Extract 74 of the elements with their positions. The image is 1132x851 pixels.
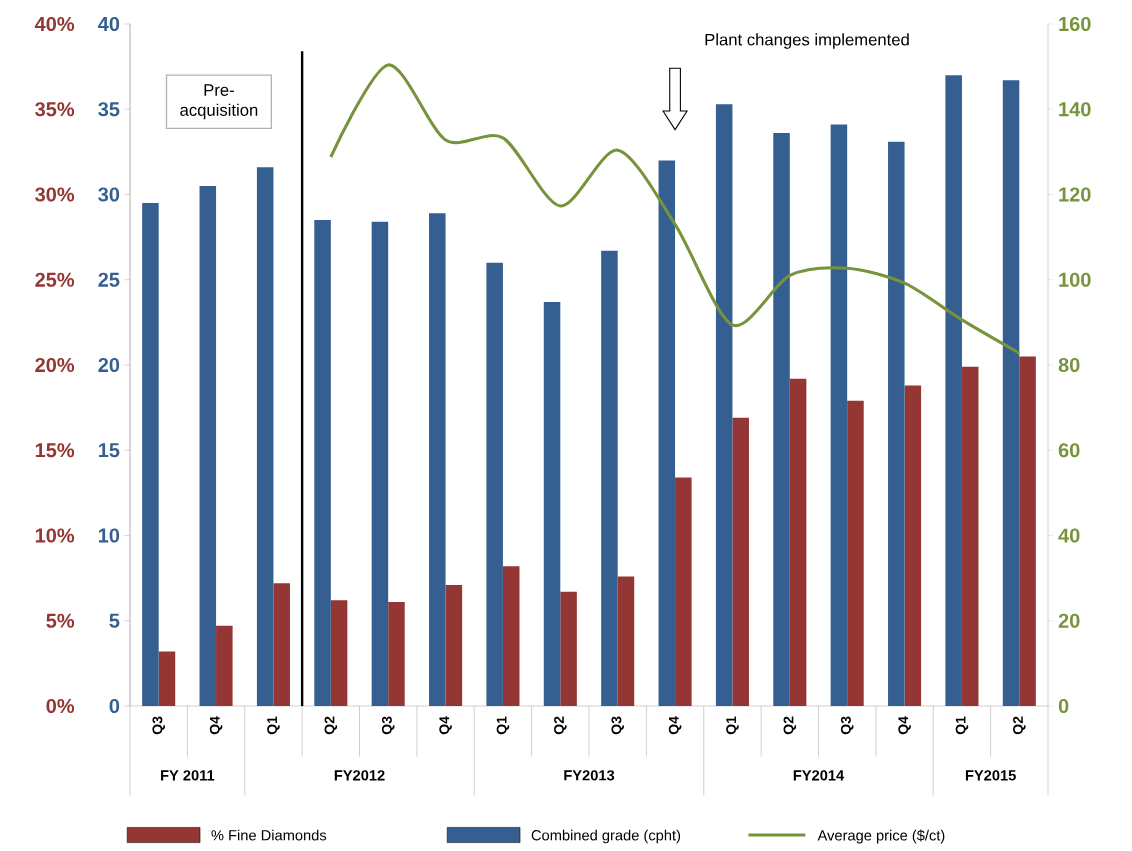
y-tick-label: 40% bbox=[34, 16, 75, 32]
y3-tick-label: 120 bbox=[1059, 187, 1091, 202]
x-tick-label: Q4 bbox=[439, 716, 452, 735]
text: FY2012 bbox=[334, 770, 385, 781]
x-tick-label: Q1 bbox=[267, 716, 280, 735]
x-tick-label: Q3 bbox=[381, 716, 395, 735]
bar bbox=[216, 625, 233, 706]
y-tick-label: 5% bbox=[46, 613, 75, 628]
annotation: Pre-acquisition bbox=[180, 84, 258, 120]
line-series bbox=[329, 63, 1021, 355]
y2-tick-label: 20 bbox=[98, 357, 120, 373]
x-tick-label: Q2 bbox=[554, 716, 567, 735]
bar bbox=[388, 601, 405, 706]
y2-tick-label: 0 bbox=[109, 698, 120, 714]
y2-tick-label: 25 bbox=[98, 272, 120, 287]
x-tick-label: Q4 bbox=[209, 716, 223, 735]
y-tick-label: 20% bbox=[35, 357, 75, 373]
annotation: Plant changes implemented bbox=[705, 33, 909, 49]
y3-tick-label: 20 bbox=[1058, 613, 1080, 628]
bar bbox=[371, 221, 389, 706]
x-tick-label: Q1 bbox=[955, 716, 969, 735]
x-tick-label: Q2 bbox=[324, 716, 338, 735]
bar bbox=[314, 220, 331, 706]
y2-tick-label: 5 bbox=[109, 613, 120, 628]
bar bbox=[142, 203, 159, 706]
x-tick-label: Q4 bbox=[898, 716, 911, 735]
y3-tick-label: 100 bbox=[1059, 272, 1091, 287]
y2-tick-label: 15 bbox=[98, 443, 120, 458]
text: FY 2011 bbox=[161, 770, 215, 781]
legend-label: % Fine Diamonds bbox=[211, 829, 327, 841]
bar bbox=[199, 185, 217, 706]
y2-tick-label: 10 bbox=[98, 528, 120, 543]
y3-tick-label: 80 bbox=[1058, 357, 1080, 373]
text: FY2013 bbox=[564, 770, 615, 781]
bar bbox=[543, 301, 561, 706]
y3-tick-label: 160 bbox=[1059, 16, 1091, 32]
legend-label: Average price ($/ct) bbox=[817, 829, 945, 844]
y2-tick-label: 35 bbox=[98, 102, 120, 117]
bar bbox=[617, 576, 635, 706]
y-tick-label: 30% bbox=[35, 187, 75, 202]
x-tick-label: Q3 bbox=[152, 716, 165, 735]
bar bbox=[560, 591, 577, 706]
bar bbox=[658, 160, 676, 706]
bar bbox=[256, 167, 274, 706]
x-tick-label: Q3 bbox=[840, 716, 854, 735]
bar bbox=[273, 583, 290, 706]
x-tick-label: Q2 bbox=[783, 716, 797, 735]
x-tick-label: Q2 bbox=[1013, 716, 1026, 735]
x-tick-label: Q3 bbox=[611, 716, 624, 735]
y3-tick-label: 40 bbox=[1058, 528, 1080, 543]
y-tick-label: 0% bbox=[46, 698, 75, 714]
x-tick-label: Q1 bbox=[496, 716, 510, 735]
x-tick-label: Q1 bbox=[726, 716, 739, 735]
y-tick-label: 25% bbox=[35, 272, 75, 287]
y3-tick-label: 60 bbox=[1058, 443, 1080, 458]
y-tick-label: 15% bbox=[35, 443, 75, 458]
bar bbox=[715, 104, 733, 706]
y3-tick-label: 0 bbox=[1058, 698, 1069, 714]
bar bbox=[158, 651, 176, 706]
bar bbox=[429, 213, 446, 706]
y3-tick-label: 140 bbox=[1059, 102, 1091, 117]
y2-tick-label: 40 bbox=[98, 16, 120, 32]
text: FY2014 bbox=[793, 770, 845, 781]
x-tick-label: Q4 bbox=[668, 716, 682, 735]
bar bbox=[601, 250, 618, 706]
bar bbox=[502, 566, 520, 706]
y2-tick-label: 30 bbox=[98, 187, 120, 202]
bar bbox=[486, 262, 503, 706]
y-tick-label: 35% bbox=[35, 102, 75, 117]
bar bbox=[330, 600, 348, 706]
text: FY2015 bbox=[965, 770, 1016, 781]
y-tick-label: 10% bbox=[35, 528, 75, 543]
legend-label: Combined grade (cpht) bbox=[531, 829, 681, 844]
bar bbox=[445, 584, 463, 706]
